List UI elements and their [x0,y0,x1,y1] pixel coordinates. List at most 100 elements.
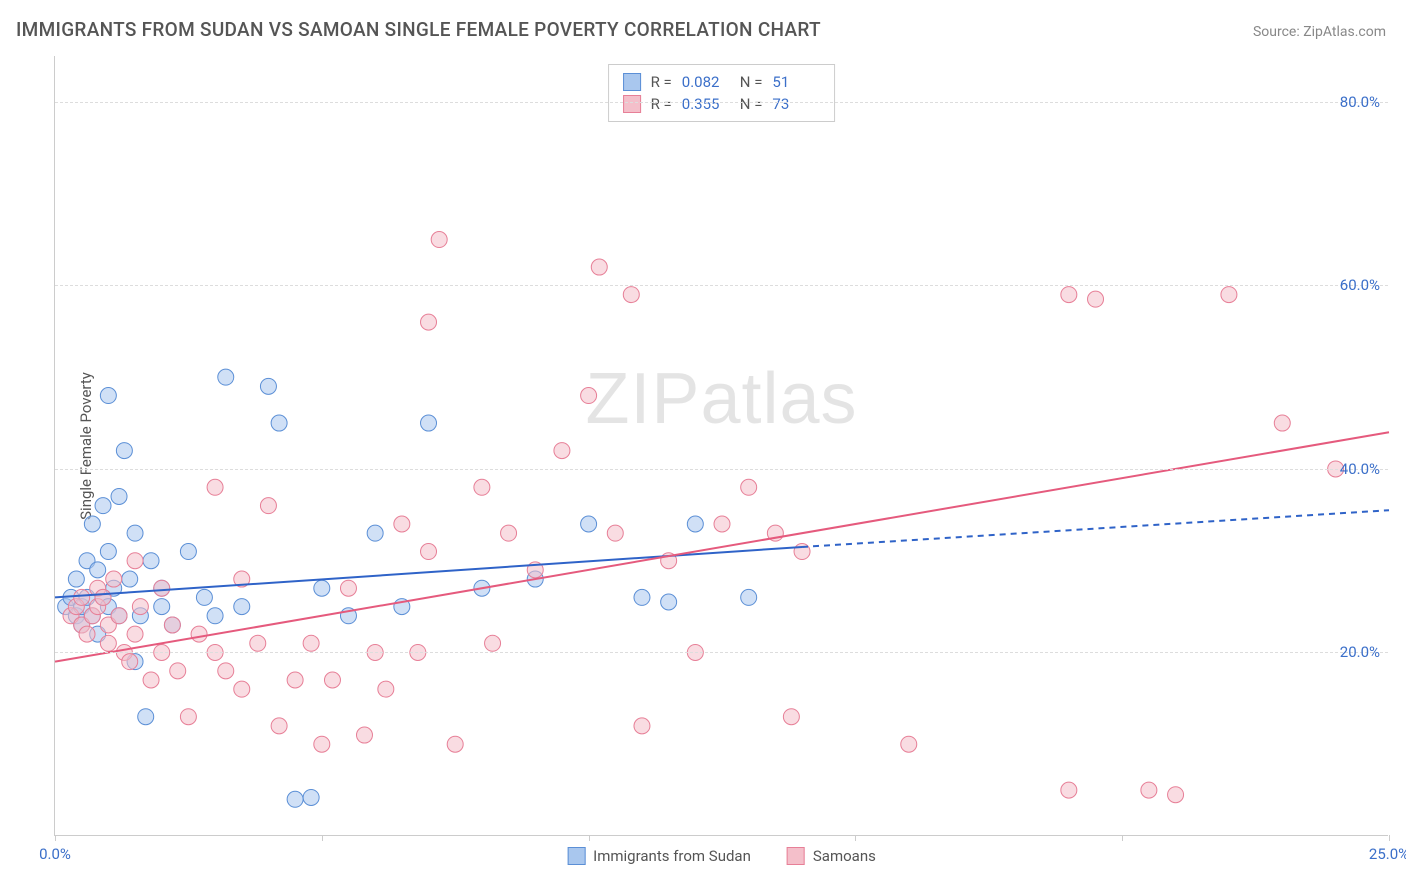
data-point [164,617,180,633]
data-point [340,580,356,596]
data-point [741,589,757,605]
data-point [111,608,127,624]
data-point [100,635,116,651]
legend-row: R =0.082N =51 [623,71,821,93]
data-point [143,672,159,688]
y-tick-label: 20.0% [1340,643,1380,661]
legend-label: Immigrants from Sudan [593,847,751,865]
r-value: 0.355 [682,95,730,113]
data-point [95,589,111,605]
data-point [378,681,394,697]
data-point [154,580,170,596]
data-point [68,571,84,587]
data-point [1061,782,1077,798]
data-point [591,259,607,275]
y-tick-label: 80.0% [1340,93,1380,111]
data-point [260,378,276,394]
data-point [143,553,159,569]
data-point [687,516,703,532]
data-point [191,626,207,642]
data-point [207,479,223,495]
data-point [901,736,917,752]
data-point [196,589,212,605]
data-point [170,663,186,679]
data-point [501,525,517,541]
swatch-icon [623,95,641,113]
correlation-legend: R =0.082N =51R =0.355N =73 [608,64,836,122]
x-tick-label: 0.0% [39,845,71,863]
data-point [100,544,116,560]
chart-title: IMMIGRANTS FROM SUDAN VS SAMOAN SINGLE F… [16,18,821,41]
data-point [218,663,234,679]
data-point [1061,287,1077,303]
legend-row: R =0.355N =73 [623,93,821,115]
swatch-icon [623,73,641,91]
data-point [661,594,677,610]
data-point [260,498,276,514]
data-point [207,608,223,624]
data-point [271,415,287,431]
x-tick [55,835,56,841]
data-point [447,736,463,752]
x-tick [855,835,856,841]
data-point [1221,287,1237,303]
source-label: Source: ZipAtlas.com [1253,24,1386,40]
data-point [122,571,138,587]
data-point [1274,415,1290,431]
swatch-icon [787,847,805,865]
x-tick [1122,835,1123,841]
x-tick [322,835,323,841]
data-point [218,369,234,385]
data-point [581,516,597,532]
n-label: N = [740,73,763,91]
legend-item: Samoans [787,847,876,865]
data-point [623,287,639,303]
gridline-h [55,285,1388,286]
data-point [394,516,410,532]
data-point [714,516,730,532]
data-point [581,388,597,404]
data-point [314,580,330,596]
data-point [1168,787,1184,803]
gridline-h [55,469,1388,470]
data-point [138,709,154,725]
x-tick-label: 25.0% [1369,845,1406,863]
n-value: 51 [772,73,820,91]
data-point [287,672,303,688]
data-point [474,479,490,495]
legend-label: Samoans [813,847,876,865]
data-point [111,488,127,504]
data-point [154,599,170,615]
data-point [287,791,303,807]
data-point [783,709,799,725]
data-point [127,525,143,541]
data-point [234,681,250,697]
data-point [303,789,319,805]
data-point [271,718,287,734]
data-point [74,589,90,605]
data-point [607,525,623,541]
data-point [250,635,266,651]
y-tick-label: 60.0% [1340,276,1380,294]
data-point [116,443,132,459]
data-point [324,672,340,688]
data-point [122,654,138,670]
data-point [303,635,319,651]
data-point [127,553,143,569]
data-point [127,626,143,642]
data-point [421,415,437,431]
data-point [100,388,116,404]
legend-item: Immigrants from Sudan [567,847,751,865]
x-tick [589,835,590,841]
swatch-icon [567,847,585,865]
data-point [1088,291,1104,307]
r-value: 0.082 [682,73,730,91]
n-value: 73 [772,95,820,113]
trendline-extrapolated [802,510,1389,547]
n-label: N = [740,95,763,113]
data-point [180,544,196,560]
data-point [431,232,447,248]
data-point [1141,782,1157,798]
data-point [84,516,100,532]
data-point [180,709,196,725]
